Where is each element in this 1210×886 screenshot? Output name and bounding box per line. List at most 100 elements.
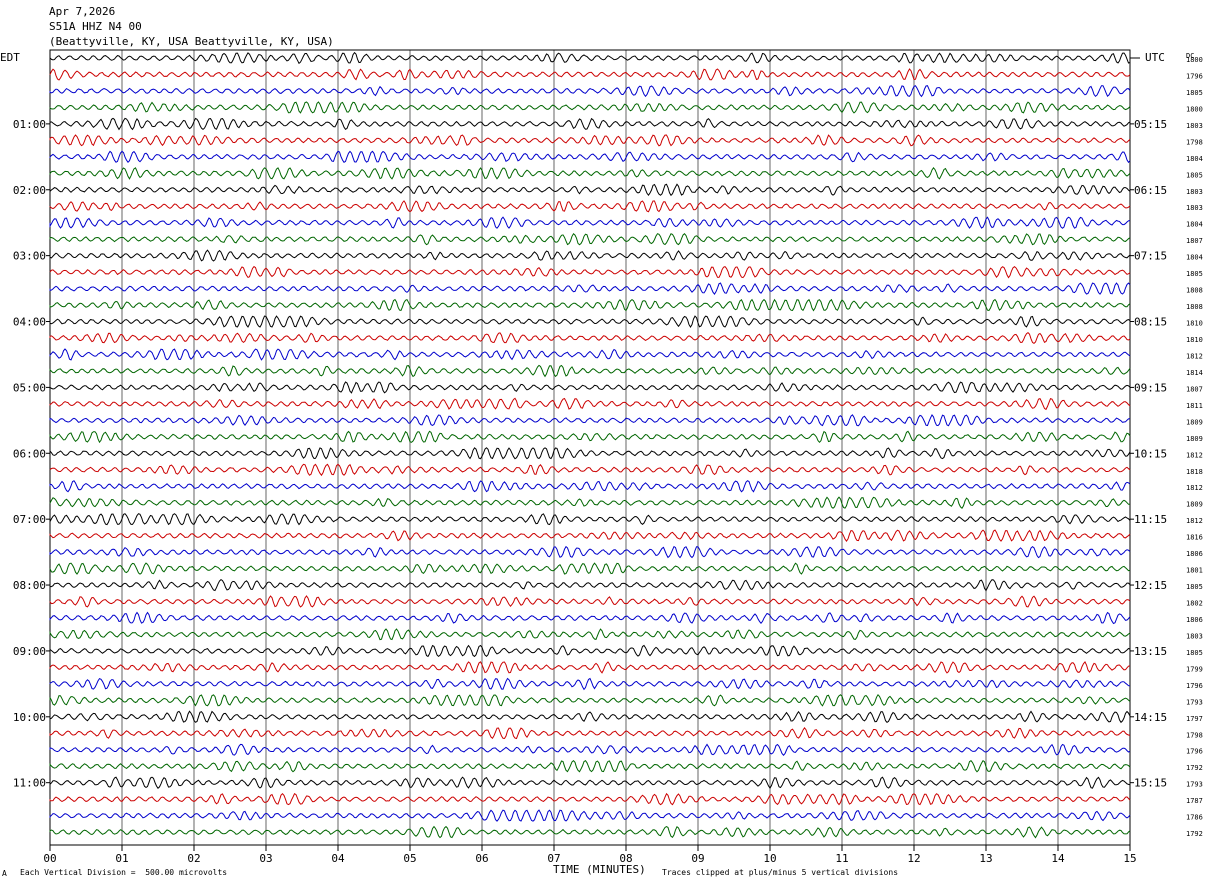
dc-offset-label: 1806 [1186,616,1203,624]
seismic-trace [49,611,1131,625]
dc-offset-label: 1809 [1186,435,1203,443]
dc-offset-label: 1809 [1186,418,1203,426]
left-timezone-label: EDT [0,51,20,64]
seismic-trace [49,348,1131,361]
seismic-trace [49,496,1130,509]
seismic-trace [49,85,1131,98]
utc-hour-label: 09:15 [1134,381,1167,394]
x-tick-label: 13 [979,852,992,865]
seismic-trace [49,282,1131,295]
dc-offset-label: 1814 [1186,369,1203,377]
dc-offset-label: 1805 [1186,270,1203,278]
dc-offset-label: 1805 [1186,649,1203,657]
utc-hour-label: 14:15 [1134,711,1167,724]
seismic-trace [49,134,1131,147]
seismic-trace [49,660,1131,674]
seismic-trace [49,364,1131,378]
seismic-trace [49,677,1131,691]
dc-offset-label: 1796 [1186,748,1203,756]
dc-offset-label: 1810 [1186,320,1203,328]
seismic-trace [49,298,1131,312]
dc-offset-label: 1803 [1186,632,1203,640]
dc-offset-label: 1807 [1186,237,1203,245]
utc-hour-label: 10:15 [1134,447,1167,460]
dc-offset-label: 1803 [1186,188,1203,196]
dc-offset-label: 1796 [1186,682,1203,690]
x-tick-label: 09 [691,852,704,865]
x-tick-label: 05 [403,852,416,865]
seismic-trace [49,249,1131,262]
edt-hour-label: 04:00 [13,316,46,329]
utc-hour-label: 07:15 [1134,250,1167,263]
seismic-trace [49,265,1131,279]
dc-offset-label: 1798 [1186,138,1203,146]
dc-offset-label: 1810 [1186,336,1203,344]
plot-frame [49,49,1131,846]
dc-offset-label: 1792 [1186,764,1203,772]
dc-offset-label: 1805 [1186,583,1203,591]
corner-mark: A [2,869,7,878]
seismic-trace [49,216,1131,229]
seismic-trace [49,776,1131,790]
dc-offset-label: 1792 [1186,830,1203,838]
dc-offset-label: 1804 [1186,254,1203,262]
utc-hour-label: 06:15 [1134,184,1167,197]
edt-hour-label: 03:00 [13,250,46,263]
seismic-trace [49,743,1131,756]
dc-offset-label: 1812 [1186,484,1203,492]
seismic-trace [49,644,1131,658]
seismic-trace [49,693,1131,707]
x-tick-label: 02 [187,852,200,865]
station-location: (Beattyville, KY, USA Beattyville, KY, U… [49,35,334,48]
dc-offset-label: 1816 [1186,534,1203,542]
seismic-traces [49,51,1131,839]
dc-offset-label: 1799 [1186,665,1203,673]
seismic-trace [49,232,1131,246]
dc-offset-label: 1793 [1186,781,1203,789]
edt-hour-label: 01:00 [13,118,46,131]
seismic-trace [49,150,1131,164]
dc-offset-label: 1805 [1186,89,1203,97]
seismic-trace [49,595,1131,608]
dc-offset-label: 1793 [1186,698,1203,706]
time-grid [46,49,1140,851]
dc-offset-label: 1809 [1186,501,1203,509]
right-timezone-label: UTC [1145,51,1165,64]
seismic-trace [49,51,1131,65]
x-tick-label: 03 [259,852,272,865]
utc-hour-label: 12:15 [1134,579,1167,592]
seismic-trace [49,447,1131,460]
dc-offset-label: 1812 [1186,517,1203,525]
seismic-trace [49,710,1131,724]
dc-offset-label: 1801 [1186,567,1203,575]
seismic-trace [49,430,1131,444]
utc-hour-label: 11:15 [1134,513,1167,526]
x-tick-label: 11 [835,852,848,865]
seismic-trace [49,529,1131,542]
dc-offset-label: 1806 [1186,550,1203,558]
x-axis-title: TIME (MINUTES) [553,863,646,876]
station-id: S51A HHZ N4 00 [49,20,142,33]
x-tick-label: 15 [1123,852,1136,865]
dc-offset-label: 1803 [1186,122,1203,130]
x-tick-label: 14 [1051,852,1065,865]
dc-offset-label: 1797 [1186,715,1203,723]
dc-offset-label: 1804 [1186,221,1203,229]
x-tick-label: 08 [619,852,632,865]
seismic-trace [49,315,1131,328]
seismic-trace [49,578,1131,592]
seismic-trace [49,480,1131,493]
clip-note: Traces clipped at plus/minus 5 vertical … [662,868,899,877]
dc-offset-label: 1798 [1186,731,1203,739]
edt-hour-label: 05:00 [13,381,46,394]
axis-labels: 00 01 02 03 04 05 06 07 08 09 10 11 12 13 14 15 1800 1796… [0,51,1203,865]
scale-note: Each Vertical Division = 500.00 microvol… [20,868,228,877]
utc-hour-label: 05:15 [1134,118,1167,131]
seismic-trace [49,809,1131,822]
seismic-trace [49,726,1131,740]
utc-hour-label: 08:15 [1134,316,1167,329]
seismic-trace [49,183,1131,197]
seismic-trace [49,792,1131,806]
dc-offset-label: 1808 [1186,303,1203,311]
